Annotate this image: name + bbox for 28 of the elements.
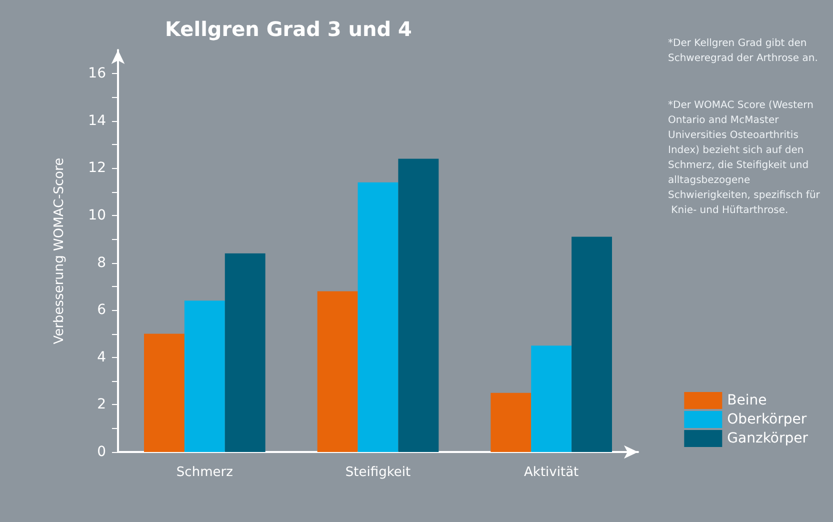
legend-label: Beine (727, 392, 767, 408)
y-tick-label: 12 (88, 160, 106, 176)
y-tick-label: 10 (88, 208, 106, 224)
x-tick-label: Steifigkeit (345, 465, 411, 480)
bar (224, 253, 266, 452)
bar (572, 236, 612, 452)
chart-title: Kellgren Grad 3 und 4 (165, 17, 412, 41)
y-tick-label: 8 (97, 254, 106, 271)
y-tick-label: 16 (88, 66, 106, 82)
y-axis-title: Verbesserung WOMAC-Score (52, 158, 67, 344)
bar (317, 291, 358, 452)
legend-label: Oberkörper (727, 412, 807, 428)
y-tick-label: 0 (97, 444, 106, 460)
y-tick-label: 2 (97, 396, 106, 413)
bar (144, 334, 184, 452)
bar (531, 346, 572, 452)
x-tick-label: Schmerz (176, 465, 234, 480)
text: *Der Kellgren Grad gibt den Schweregrad der Arthrose an. (668, 38, 818, 64)
y-tick-label: 4 (97, 349, 106, 366)
y-tick-label: 14 (88, 112, 106, 129)
legend-label: Ganzkörper (727, 430, 808, 446)
bar (398, 158, 439, 452)
x-tick-label: Aktivität (524, 465, 579, 480)
bar (490, 392, 532, 452)
y-tick-label: 6 (97, 302, 106, 318)
bar (184, 300, 225, 452)
bar (358, 182, 398, 452)
text: *Der WOMAC Score (Western Ontario and McMaster Universities Osteoarthritis Index) bezieht sich auf den Schmerz, die Steifigkeit und alltagsbezogene Schwierigkeiten, spezifisch für Knie- und Hüftarthrose. (668, 100, 821, 216)
